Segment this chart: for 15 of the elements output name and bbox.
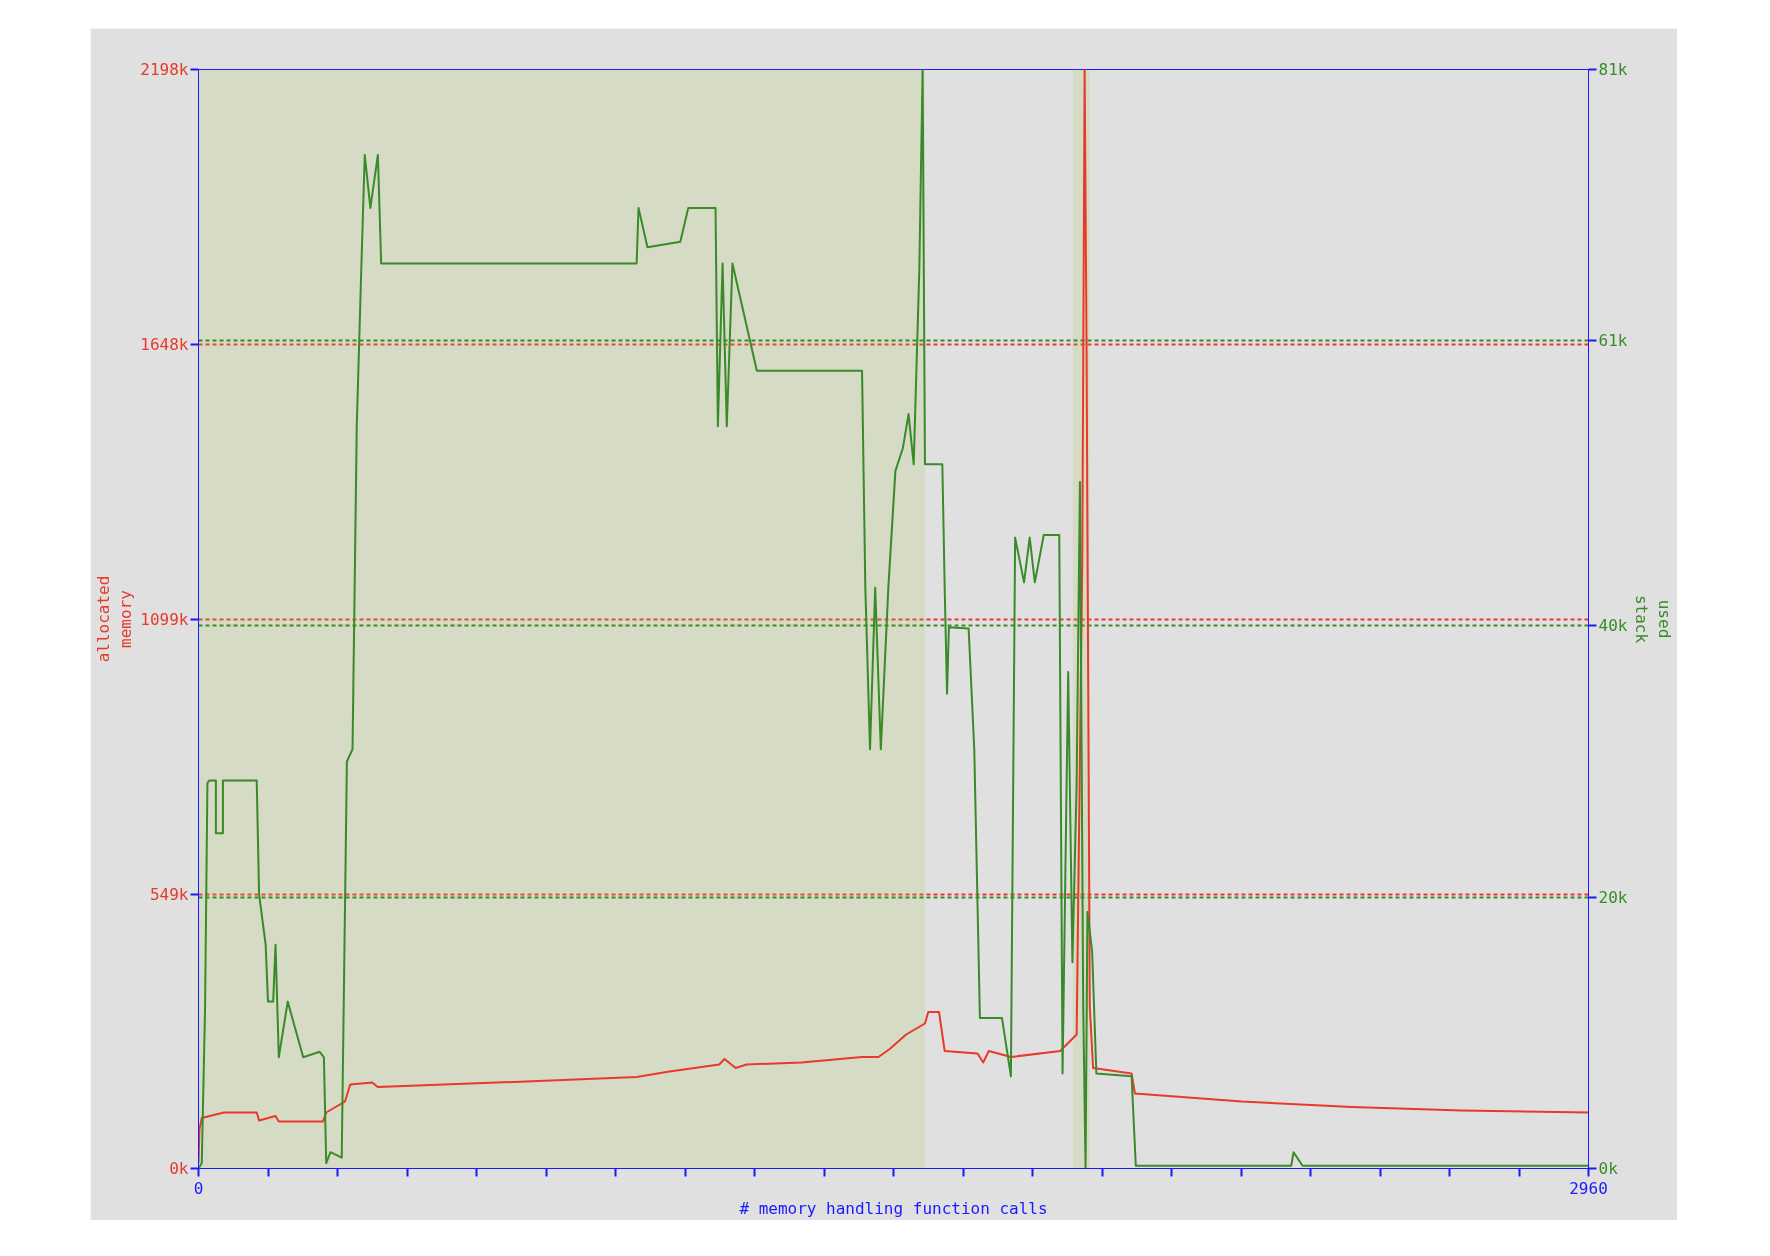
y2-tick-label: 61k <box>1598 331 1628 351</box>
y2-tick-label: 40k <box>1598 616 1628 636</box>
y-tick-label: 549k <box>149 884 189 904</box>
y-tick-label: 0k <box>169 1159 189 1178</box>
y2-tick-label: 81k <box>1598 60 1628 79</box>
y2-tick-label: 0k <box>1598 1159 1619 1178</box>
x-axis-title: # memory handling function calls <box>739 1198 1048 1218</box>
y2-axis-title: used stack <box>1632 594 1675 644</box>
y-tick-label: 1099k <box>140 609 189 629</box>
x-tick-label: 0 <box>193 1178 204 1198</box>
x-tick-label: 2960 <box>1569 1178 1608 1198</box>
y2-tick-label: 20k <box>1598 887 1628 907</box>
y-axis-title: allocated memory <box>93 575 136 663</box>
y-tick-label: 1648k <box>140 335 189 354</box>
y-tick-label: 2198k <box>140 60 189 79</box>
